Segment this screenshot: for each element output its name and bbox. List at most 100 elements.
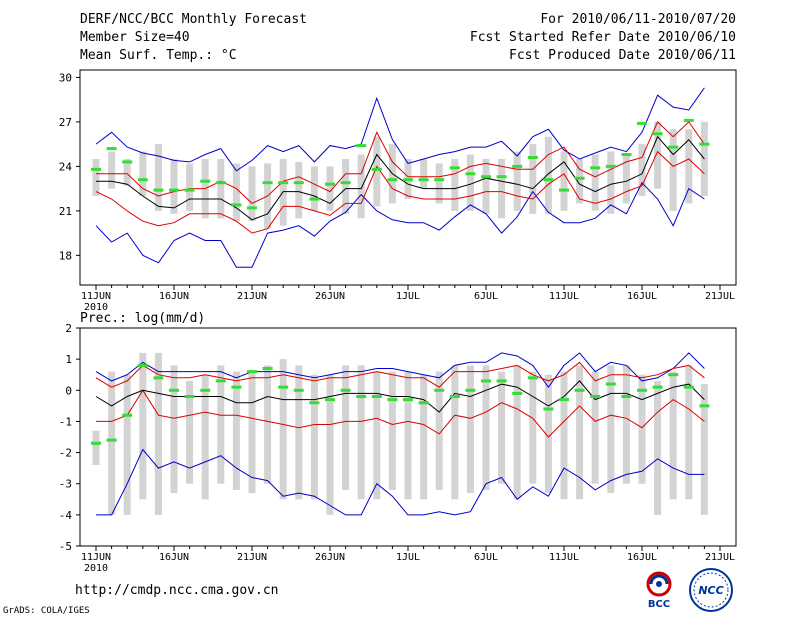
obs-marker: [340, 181, 351, 185]
obs-marker: [262, 181, 273, 185]
obs-marker: [356, 144, 367, 148]
ensemble-box: [357, 154, 365, 219]
panel-title: Prec.: log(mm/d): [80, 311, 205, 326]
x-tick-label: 16JUN: [159, 291, 189, 302]
obs-marker: [309, 197, 320, 201]
obs-marker: [559, 398, 569, 402]
obs-marker: [527, 376, 538, 380]
ensemble-box: [373, 136, 381, 207]
obs-marker: [449, 395, 460, 399]
obs-marker: [683, 385, 694, 389]
x-tick-label: 11JUL: [549, 552, 579, 563]
ensemble-box: [685, 365, 693, 500]
obs-marker: [559, 188, 569, 192]
obs-marker: [293, 388, 304, 392]
ncc-logo-icon: NCC: [689, 568, 733, 612]
x-tick-label: 21JUN: [237, 291, 267, 302]
ensemble-box: [576, 365, 584, 500]
obs-marker: [106, 438, 117, 442]
ensemble-box: [139, 352, 147, 500]
ensemble-box: [139, 151, 147, 197]
obs-marker: [231, 385, 242, 389]
ensemble-box: [482, 158, 490, 214]
variable-label: Mean Surf. Temp.: °C: [80, 48, 237, 63]
obs-marker: [637, 388, 647, 392]
ensemble-box: [607, 365, 615, 494]
ensemble-box: [310, 374, 318, 500]
x-tick-label: 6JUL: [474, 552, 498, 563]
ensemble-box: [373, 371, 381, 500]
x-tick-label: 26JUN: [315, 552, 345, 563]
ensemble-box: [498, 158, 506, 219]
obs-marker: [184, 188, 195, 192]
obs-marker: [668, 373, 679, 377]
chart-panel-2: -5 -4 -3 -2 -1 0 1 2 11JUN 16JUN 21JUN 26JUN 1JUL 6JU…: [59, 311, 737, 574]
ensemble-box: [154, 144, 162, 211]
x-tick-label: 11JUL: [549, 291, 579, 302]
obs-marker: [247, 206, 257, 210]
ensemble-box: [482, 365, 490, 490]
ensemble-box: [186, 163, 194, 211]
y-tick-label: 1: [65, 353, 72, 366]
x-year-label: 2010: [84, 563, 108, 574]
ensemble-box: [108, 371, 116, 515]
ensemble-box: [108, 151, 116, 189]
obs-marker: [668, 145, 679, 149]
x-tick-label: 21JUL: [705, 291, 735, 302]
obs-marker: [605, 164, 616, 168]
series-line-mean: [96, 135, 705, 221]
y-tick-label: 30: [59, 71, 72, 84]
x-tick-label: 21JUL: [705, 552, 735, 563]
grads-credit: GrADS: COLA/IGES: [3, 606, 90, 616]
forecast-produced-date: Fcst Produced Date 2010/06/11: [509, 48, 736, 63]
ensemble-box: [498, 371, 506, 484]
obs-marker: [449, 166, 460, 170]
obs-marker: [356, 395, 367, 399]
y-tick-label: 27: [59, 116, 72, 129]
obs-marker: [481, 175, 491, 179]
obs-marker: [340, 388, 351, 392]
ensemble-box: [232, 163, 240, 222]
ensemble-box: [404, 371, 412, 500]
ensemble-box: [560, 371, 568, 500]
obs-marker: [106, 147, 117, 151]
x-tick-label: 6JUL: [474, 291, 498, 302]
chart-panel-1: 18 21 24 27 30 11JUN 16JUN 21JUN 26JUN 1JUL 6JUL 11…: [59, 69, 737, 313]
x-tick-label: 26JUN: [315, 291, 345, 302]
obs-marker: [621, 395, 632, 399]
x-tick-label: 11JUN: [81, 291, 111, 302]
series-line-min: [95, 181, 705, 268]
obs-marker: [418, 178, 429, 182]
obs-marker: [590, 395, 601, 399]
x-tick-label: 16JUL: [627, 291, 657, 302]
ensemble-box: [279, 359, 287, 500]
obs-marker: [605, 382, 616, 386]
ensemble-box: [435, 163, 443, 204]
member-size-label: Member Size=40: [80, 30, 190, 45]
obs-marker: [309, 401, 320, 405]
y-tick-label: -3: [59, 478, 72, 491]
ensemble-box: [170, 365, 178, 494]
ensemble-box: [622, 365, 630, 484]
series-line-p80-high: [96, 121, 705, 204]
obs-marker: [278, 385, 289, 389]
bcc-logo-icon: BCC: [646, 571, 672, 610]
obs-marker: [465, 172, 476, 176]
obs-marker: [574, 176, 585, 180]
obs-marker: [122, 413, 133, 417]
ensemble-box: [123, 374, 131, 515]
ensemble-box: [466, 365, 474, 494]
x-tick-label: 1JUL: [396, 552, 420, 563]
ensemble-box: [544, 374, 552, 494]
obs-marker: [512, 391, 523, 395]
obs-marker: [496, 379, 507, 383]
footer-url[interactable]: http://cmdp.ncc.cma.gov.cn: [75, 583, 279, 598]
ensemble-box: [591, 154, 599, 211]
ensemble-box: [186, 380, 194, 484]
x-tick-label: 21JUN: [237, 552, 267, 563]
obs-marker: [293, 181, 304, 185]
obs-marker: [325, 398, 335, 402]
ncc-logo-text: NCC: [698, 584, 723, 597]
ensemble-box: [451, 365, 459, 500]
